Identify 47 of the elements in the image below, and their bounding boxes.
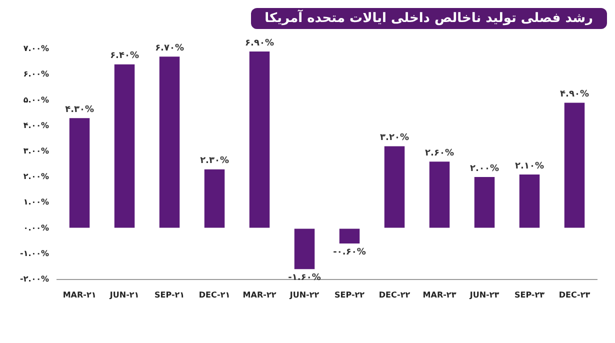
bar <box>69 118 90 228</box>
data-label: ۶.۴۰% <box>110 51 139 62</box>
bar <box>474 177 495 228</box>
bar <box>204 169 225 228</box>
data-label: ۴.۹۰% <box>560 90 589 100</box>
bar <box>114 64 135 228</box>
chart-title: رشد فصلی تولید ناخالص داخلی ایالات متحده آمریکا <box>250 8 607 29</box>
data-label: ۳.۲۰% <box>380 133 409 144</box>
bar <box>159 56 180 228</box>
bar <box>429 162 450 228</box>
y-tick-label: ۷.۰۰% <box>23 44 50 54</box>
y-tick-label: ۱.۰۰% <box>23 198 50 207</box>
data-label: -۱.۶۰% <box>288 273 321 284</box>
bar <box>249 52 270 228</box>
x-tick-label: DEC-۲۱ <box>198 290 230 300</box>
x-tick-label: JUN-۲۲ <box>288 290 320 300</box>
x-tick-label: MAR-۲۱ <box>62 290 96 300</box>
x-tick-label: DEC-۲۳ <box>558 290 590 300</box>
x-tick-label: JUN-۲۳ <box>468 290 500 300</box>
y-tick-label: ۴.۰۰% <box>23 120 50 130</box>
y-tick-label: ۶.۰۰% <box>23 70 50 79</box>
y-tick-label: ۳.۰۰% <box>23 146 50 156</box>
bar <box>384 146 405 228</box>
data-label: ۲.۳۰% <box>200 156 229 166</box>
bar <box>564 102 585 228</box>
bar <box>294 228 315 270</box>
x-tick-label: JUN-۲۱ <box>108 290 140 300</box>
data-label: -۰.۶۰% <box>333 247 366 258</box>
x-tick-label: SEP-۲۲ <box>334 290 365 300</box>
data-label: ۲.۱۰% <box>515 161 544 172</box>
y-tick-label: ۲.۰۰% <box>23 172 50 182</box>
y-tick-label: ۰.۰۰% <box>23 223 50 232</box>
data-label: ۲.۶۰% <box>425 148 454 158</box>
y-tick-label: ۵.۰۰% <box>23 95 50 104</box>
y-tick-label: -۱.۰۰% <box>20 248 50 258</box>
data-label: ۶.۷۰% <box>155 44 184 54</box>
x-tick-label: MAR-۲۳ <box>422 290 456 300</box>
y-tick-label: -۲.۰۰% <box>20 274 50 284</box>
data-label: ۶.۹۰% <box>245 38 274 48</box>
x-tick-label: MAR-۲۲ <box>242 290 276 300</box>
x-tick-label: DEC-۲۲ <box>378 290 410 300</box>
x-tick-label: SEP-۲۳ <box>514 290 545 300</box>
data-label: ۴.۳۰% <box>65 104 94 115</box>
bar <box>519 174 540 228</box>
x-tick-label: SEP-۲۱ <box>154 290 185 300</box>
data-label: ۲.۰۰% <box>470 164 499 174</box>
bar <box>339 228 360 244</box>
